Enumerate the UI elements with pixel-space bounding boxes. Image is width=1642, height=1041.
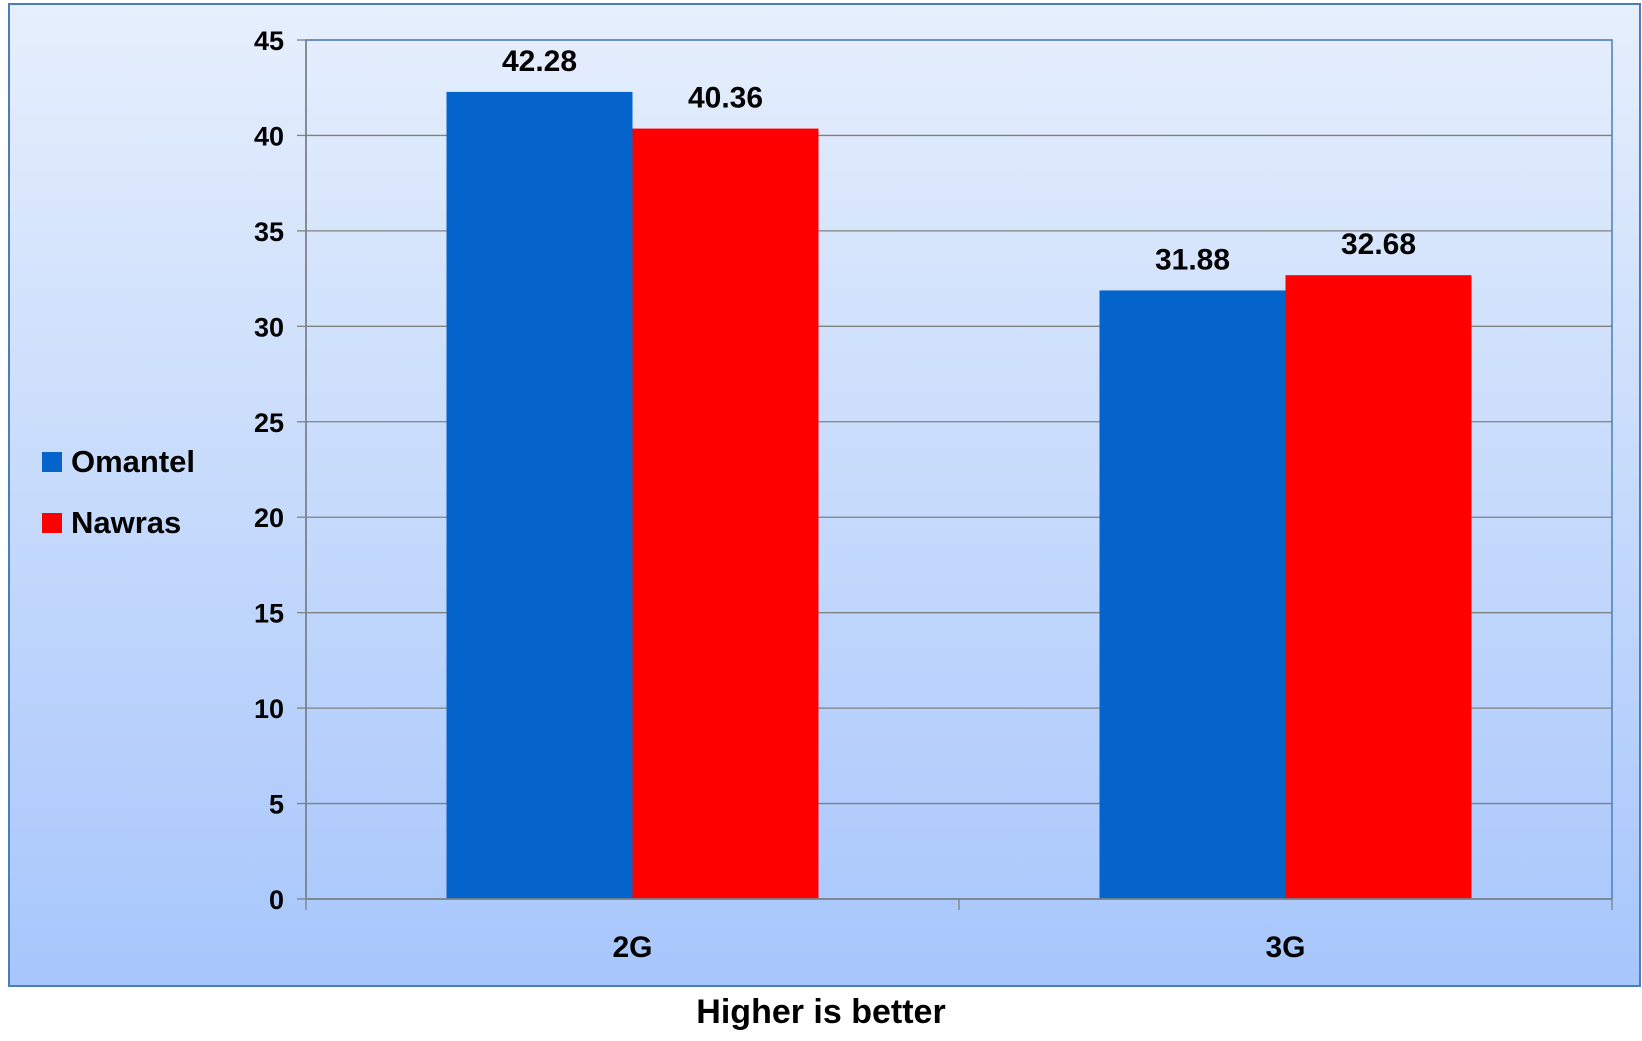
y-tick-label: 30 xyxy=(254,312,284,342)
axes: 0 5 10 15 20 25 30 35 40 45 2G 3G xyxy=(254,26,1613,964)
bar-nawras-2g xyxy=(632,128,819,899)
x-tick-label: 3G xyxy=(1265,931,1305,964)
y-tick-label: 35 xyxy=(254,217,284,247)
bars xyxy=(446,91,1472,900)
x-tick-label: 2G xyxy=(612,931,652,964)
bar-nawras-3g xyxy=(1285,275,1472,899)
y-tick-label: 5 xyxy=(269,790,284,820)
y-tick-label: 40 xyxy=(254,121,284,151)
y-tick-label: 20 xyxy=(254,503,284,533)
data-label: 42.28 xyxy=(502,45,577,78)
legend: Omantel Nawras xyxy=(42,444,195,540)
y-tick-label: 25 xyxy=(254,408,284,438)
y-tick-label: 15 xyxy=(254,599,284,629)
data-label: 31.88 xyxy=(1155,243,1230,276)
y-tick-label: 45 xyxy=(254,26,284,56)
legend-swatch-omantel xyxy=(42,452,62,472)
y-tick-label: 0 xyxy=(269,885,284,915)
x-axis-title: Higher is better xyxy=(696,993,946,1031)
bar-omantel-3g xyxy=(1099,290,1286,899)
y-tick-label: 10 xyxy=(254,694,284,724)
legend-swatch-nawras xyxy=(42,513,62,533)
bar-omantel-2g xyxy=(446,91,633,900)
legend-label-nawras: Nawras xyxy=(71,505,181,540)
data-label: 32.68 xyxy=(1341,228,1416,261)
data-label: 40.36 xyxy=(688,82,763,115)
legend-label-omantel: Omantel xyxy=(71,444,195,479)
data-labels: 42.28 40.36 31.88 32.68 xyxy=(502,45,1416,277)
